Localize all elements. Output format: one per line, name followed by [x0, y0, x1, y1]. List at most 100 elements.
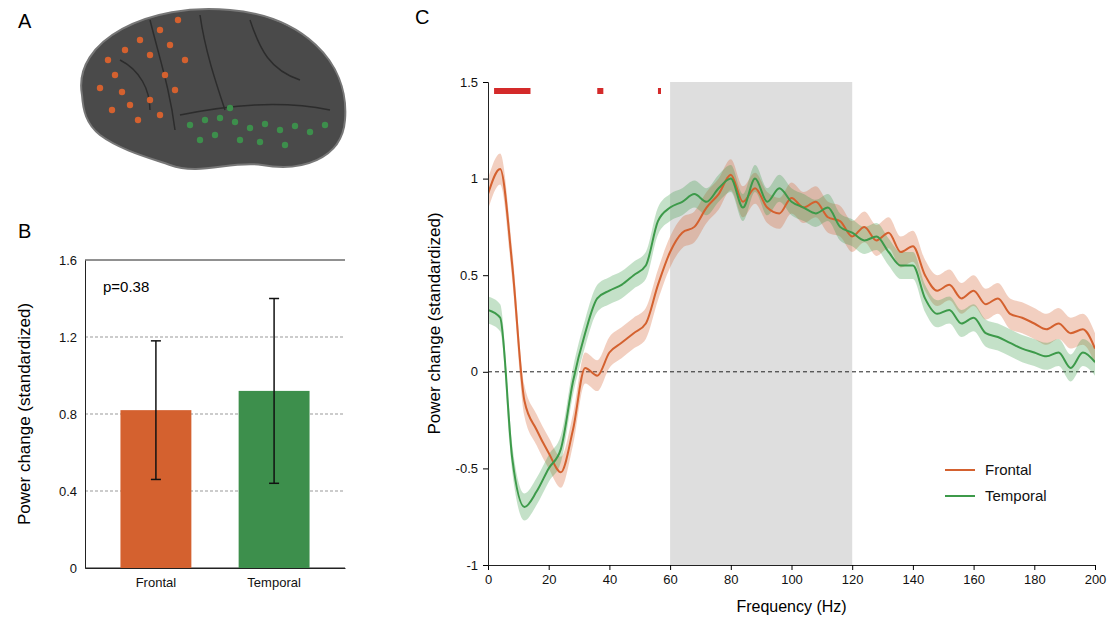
legend-swatch — [945, 495, 975, 497]
axis-title: Power change (standardized) — [425, 212, 444, 434]
x-axis: 0 20 40 60 80 100 120 140 160 180 200 — [485, 565, 1106, 587]
tick-mark — [483, 565, 488, 566]
tick-label: -0.5 — [456, 461, 478, 476]
tick-mark — [913, 565, 914, 570]
tick-label: 180 — [1024, 572, 1046, 587]
tick: 100 — [781, 565, 803, 587]
tick: 1.6 — [59, 253, 85, 268]
tick-label: 0.8 — [59, 407, 77, 422]
tick: 0.5 — [460, 268, 488, 283]
tick-label: 140 — [903, 572, 925, 587]
tick-label: 100 — [781, 572, 803, 587]
tick-label: 0 — [485, 572, 492, 587]
tick-label: 1.2 — [59, 330, 77, 345]
tick: 120 — [842, 565, 864, 587]
electrode — [212, 132, 218, 138]
figure: A B 0 0.4 0.8 1.2 1.6 Frontal Temporal p=0.38 Powe… — [0, 0, 1115, 628]
tick-mark — [1095, 565, 1096, 570]
tick-label: Temporal — [247, 575, 301, 590]
line — [488, 169, 1095, 472]
panel-a: A — [18, 9, 345, 169]
electrode — [167, 42, 173, 48]
electrode — [105, 57, 111, 63]
axis-title: Power change (standardized) — [15, 303, 34, 525]
legend-swatch — [945, 469, 975, 471]
electrode — [109, 107, 115, 113]
tick: 160 — [963, 565, 985, 587]
tick-mark — [974, 565, 975, 570]
tick-label: 80 — [724, 572, 738, 587]
tick: 40 — [603, 565, 617, 587]
electrode — [257, 139, 263, 145]
tick: Frontal — [136, 568, 177, 590]
electrode — [147, 97, 153, 103]
axis-line — [483, 83, 489, 566]
electrode — [322, 122, 328, 128]
axis-line — [85, 261, 86, 569]
grid-line — [85, 260, 345, 261]
electrode — [135, 117, 141, 123]
electrode — [127, 102, 133, 108]
electrode — [307, 129, 313, 135]
electrode — [157, 27, 163, 33]
tick-label: 200 — [1085, 572, 1107, 587]
electrode — [197, 137, 203, 143]
tick-mark — [549, 565, 550, 570]
line — [488, 179, 1095, 507]
sulcus — [250, 20, 300, 80]
tick: 1.5 — [460, 75, 488, 90]
electrode — [217, 115, 223, 121]
legend-label: Temporal — [985, 487, 1047, 504]
electrode — [232, 119, 238, 125]
tick-mark — [483, 372, 488, 373]
electrode — [247, 125, 253, 131]
electrode — [97, 85, 103, 91]
tick-mark — [731, 565, 732, 570]
tick-mark — [609, 565, 610, 570]
tick-label: 40 — [603, 572, 617, 587]
legend: Frontal Temporal — [945, 461, 1047, 504]
panel-label: A — [18, 10, 32, 32]
tick: 0 — [485, 565, 492, 587]
electrode — [175, 17, 181, 23]
sulcus — [200, 15, 225, 110]
electrode — [277, 127, 283, 133]
tick: 1.2 — [59, 330, 85, 345]
sulcus — [150, 20, 175, 130]
brain — [81, 9, 345, 169]
shaded-region — [670, 82, 852, 565]
axis-title: Frequency (Hz) — [736, 598, 846, 615]
tick-label: 0 — [471, 364, 478, 379]
tick-label: 1 — [471, 171, 478, 186]
grid-line — [85, 337, 345, 338]
annotation: p=0.38 — [103, 278, 149, 295]
bars — [120, 299, 309, 569]
legend-label: Frontal — [985, 461, 1032, 478]
tick-label: 20 — [542, 572, 556, 587]
tick: 0 — [471, 364, 488, 379]
electrode — [182, 57, 188, 63]
tick: 0.8 — [59, 407, 85, 422]
tick-label: 160 — [963, 572, 985, 587]
panel-label: C — [415, 6, 429, 28]
tick-label: 1.5 — [460, 75, 478, 90]
plot-area — [488, 82, 1095, 565]
tick-label: 120 — [842, 572, 864, 587]
electrode — [112, 72, 118, 78]
tick-mark — [483, 275, 488, 276]
panel-c: C 0 20 40 60 80 100 120 140 160 180 200 -1 -0.5 0 0.5 1 1… — [415, 6, 1106, 615]
tick: -1 — [466, 558, 488, 573]
significance-bar — [494, 88, 530, 94]
x-axis: Frontal Temporal — [86, 568, 346, 590]
panel-label: B — [18, 220, 31, 242]
electrode — [162, 72, 168, 78]
tick: -0.5 — [456, 461, 488, 476]
tick: 0.4 — [59, 484, 85, 499]
electrode — [202, 117, 208, 123]
tick-label: Frontal — [136, 575, 177, 590]
error-band — [488, 165, 1095, 520]
error-bar — [151, 341, 161, 480]
tick: 60 — [663, 565, 677, 587]
electrode — [157, 112, 163, 118]
y-axis: -1 -0.5 0 0.5 1 1.5 — [456, 75, 489, 573]
